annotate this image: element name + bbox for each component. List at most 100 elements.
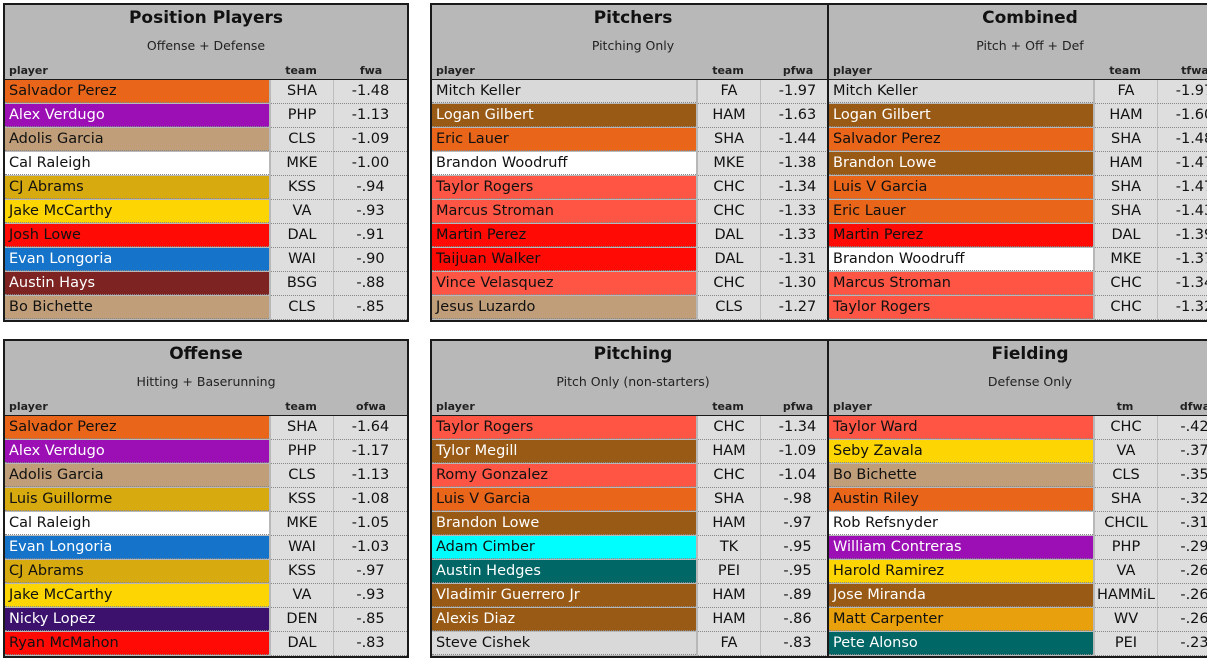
leaderboard-panel: Fielding Defense Only player tm dfwa Tay… — [827, 339, 1207, 658]
value-cell: -1.09 — [334, 128, 407, 152]
table-row: Vince Velasquez CHC -1.30 — [432, 272, 834, 296]
team-cell: CLS — [698, 296, 761, 320]
value-cell: -.88 — [334, 272, 407, 296]
value-cell: -.32 — [1158, 488, 1207, 512]
value-cell: -1.04 — [761, 464, 834, 488]
player-name-cell: Mitch Keller — [829, 80, 1093, 103]
table-row: Martin Perez DAL -1.33 — [432, 224, 834, 248]
player-name-cell: Taijuan Walker — [432, 248, 696, 271]
player-name-cell: Salvador Perez — [5, 80, 269, 103]
leaderboard-panel: Pitching Pitch Only (non-starters) playe… — [430, 339, 836, 658]
table-row: Adam Cimber TK -.95 — [432, 536, 834, 560]
player-name-cell: Logan Gilbert — [432, 104, 696, 127]
value-cell: -.85 — [334, 296, 407, 320]
value-cell: -1.31 — [761, 248, 834, 272]
table-row: Austin Hedges PEI -.95 — [432, 560, 834, 584]
value-cell: -1.47 — [1158, 152, 1207, 176]
player-name-cell: Eric Lauer — [829, 200, 1093, 223]
team-cell: PEI — [698, 560, 761, 584]
value-cell: -.94 — [334, 176, 407, 200]
player-name-cell: Luis V Garcia — [432, 488, 696, 511]
column-header-row: player team pfwa — [432, 395, 834, 415]
table-row: Marcus Stroman CHC -1.34 — [829, 272, 1207, 296]
value-cell: -.95 — [761, 536, 834, 560]
team-cell: CHC — [698, 176, 761, 200]
value-cell: -1.48 — [1158, 128, 1207, 152]
team-cell: SHA — [1095, 176, 1158, 200]
team-cell: MKE — [271, 512, 334, 536]
team-cell: CHC — [698, 464, 761, 488]
value-cell: -.93 — [334, 200, 407, 224]
team-cell: VA — [1095, 560, 1158, 584]
column-header-team: team — [712, 64, 744, 77]
player-name-cell: Marcus Stroman — [829, 272, 1093, 295]
table-row: Austin Hays BSG -.88 — [5, 272, 407, 296]
value-cell: -1.34 — [761, 176, 834, 200]
value-cell: -.42 — [1158, 416, 1207, 440]
team-cell: MKE — [271, 152, 334, 176]
value-cell: -1.30 — [761, 272, 834, 296]
team-cell: MKE — [698, 152, 761, 176]
player-name-cell: Adam Cimber — [432, 536, 696, 559]
value-cell: -.97 — [761, 512, 834, 536]
value-cell: -1.47 — [1158, 176, 1207, 200]
panel-subtitle: Pitching Only — [591, 38, 675, 53]
column-header-player: player — [9, 64, 48, 77]
team-cell: DAL — [1095, 224, 1158, 248]
panel-subtitle: Pitch Only (non-starters) — [556, 374, 710, 389]
value-cell: -.29 — [1158, 536, 1207, 560]
team-cell: DEN — [271, 608, 334, 632]
column-header-value: fwa — [359, 64, 383, 77]
table-row: Taylor Rogers CHC -1.32 — [829, 296, 1207, 320]
column-header-value: pfwa — [782, 400, 814, 413]
team-cell: SHA — [271, 416, 334, 440]
column-header-team: team — [1109, 64, 1141, 77]
player-name-cell: Bo Bichette — [5, 296, 269, 319]
table-row: Taylor Rogers CHC -1.34 — [432, 176, 834, 200]
value-cell: -.35 — [1158, 464, 1207, 488]
team-cell: CHC — [698, 200, 761, 224]
table-row: Salvador Perez SHA -1.48 — [829, 128, 1207, 152]
team-cell: FA — [698, 80, 761, 104]
team-cell: FA — [1095, 80, 1158, 104]
panel-subtitle: Defense Only — [987, 374, 1073, 389]
value-cell: -1.33 — [761, 224, 834, 248]
value-cell: -1.37 — [1158, 248, 1207, 272]
team-cell: TK — [698, 536, 761, 560]
table-row: Adolis Garcia CLS -1.13 — [5, 464, 407, 488]
value-cell: -.97 — [334, 560, 407, 584]
table-row: Tylor Megill HAM -1.09 — [432, 440, 834, 464]
player-name-cell: Adolis Garcia — [5, 128, 269, 151]
leaderboard-panel: Position Players Offense + Defense playe… — [3, 3, 409, 322]
panel-title: Pitching — [593, 344, 673, 364]
player-name-cell: Brandon Woodruff — [432, 152, 696, 175]
panel-table: Taylor Ward CHC -.42 Seby Zavala VA -.37… — [829, 415, 1207, 656]
player-name-cell: Adolis Garcia — [5, 464, 269, 487]
table-row: Alex Verdugo PHP -1.17 — [5, 440, 407, 464]
team-cell: WAI — [271, 248, 334, 272]
player-name-cell: Alex Verdugo — [5, 440, 269, 463]
panel-table: Mitch Keller FA -1.97 Logan Gilbert HAM … — [829, 79, 1207, 320]
team-cell: CLS — [1095, 464, 1158, 488]
team-cell: HAM — [698, 512, 761, 536]
team-cell: HAM — [698, 104, 761, 128]
table-row: Seby Zavala VA -.37 — [829, 440, 1207, 464]
table-row: Taijuan Walker DAL -1.31 — [432, 248, 834, 272]
player-name-cell: Taylor Ward — [829, 416, 1093, 439]
value-cell: -.95 — [761, 560, 834, 584]
value-cell: -.98 — [761, 488, 834, 512]
player-name-cell: William Contreras — [829, 536, 1093, 559]
player-name-cell: Brandon Lowe — [432, 512, 696, 535]
value-cell: -1.97 — [1158, 80, 1207, 104]
table-row: Ryan McMahon DAL -.83 — [5, 632, 407, 656]
panel-title: Pitchers — [593, 8, 673, 28]
column-header-team: team — [285, 400, 317, 413]
table-row: CJ Abrams KSS -.97 — [5, 560, 407, 584]
panel-subtitle: Pitch + Off + Def — [976, 38, 1084, 53]
column-header-player: player — [9, 400, 48, 413]
panel-title: Combined — [982, 8, 1078, 28]
team-cell: PHP — [1095, 536, 1158, 560]
player-name-cell: Martin Perez — [829, 224, 1093, 247]
column-header-team: tm — [1116, 400, 1134, 413]
leaderboard-panel: Pitchers Pitching Only player team pfwa … — [430, 3, 836, 322]
